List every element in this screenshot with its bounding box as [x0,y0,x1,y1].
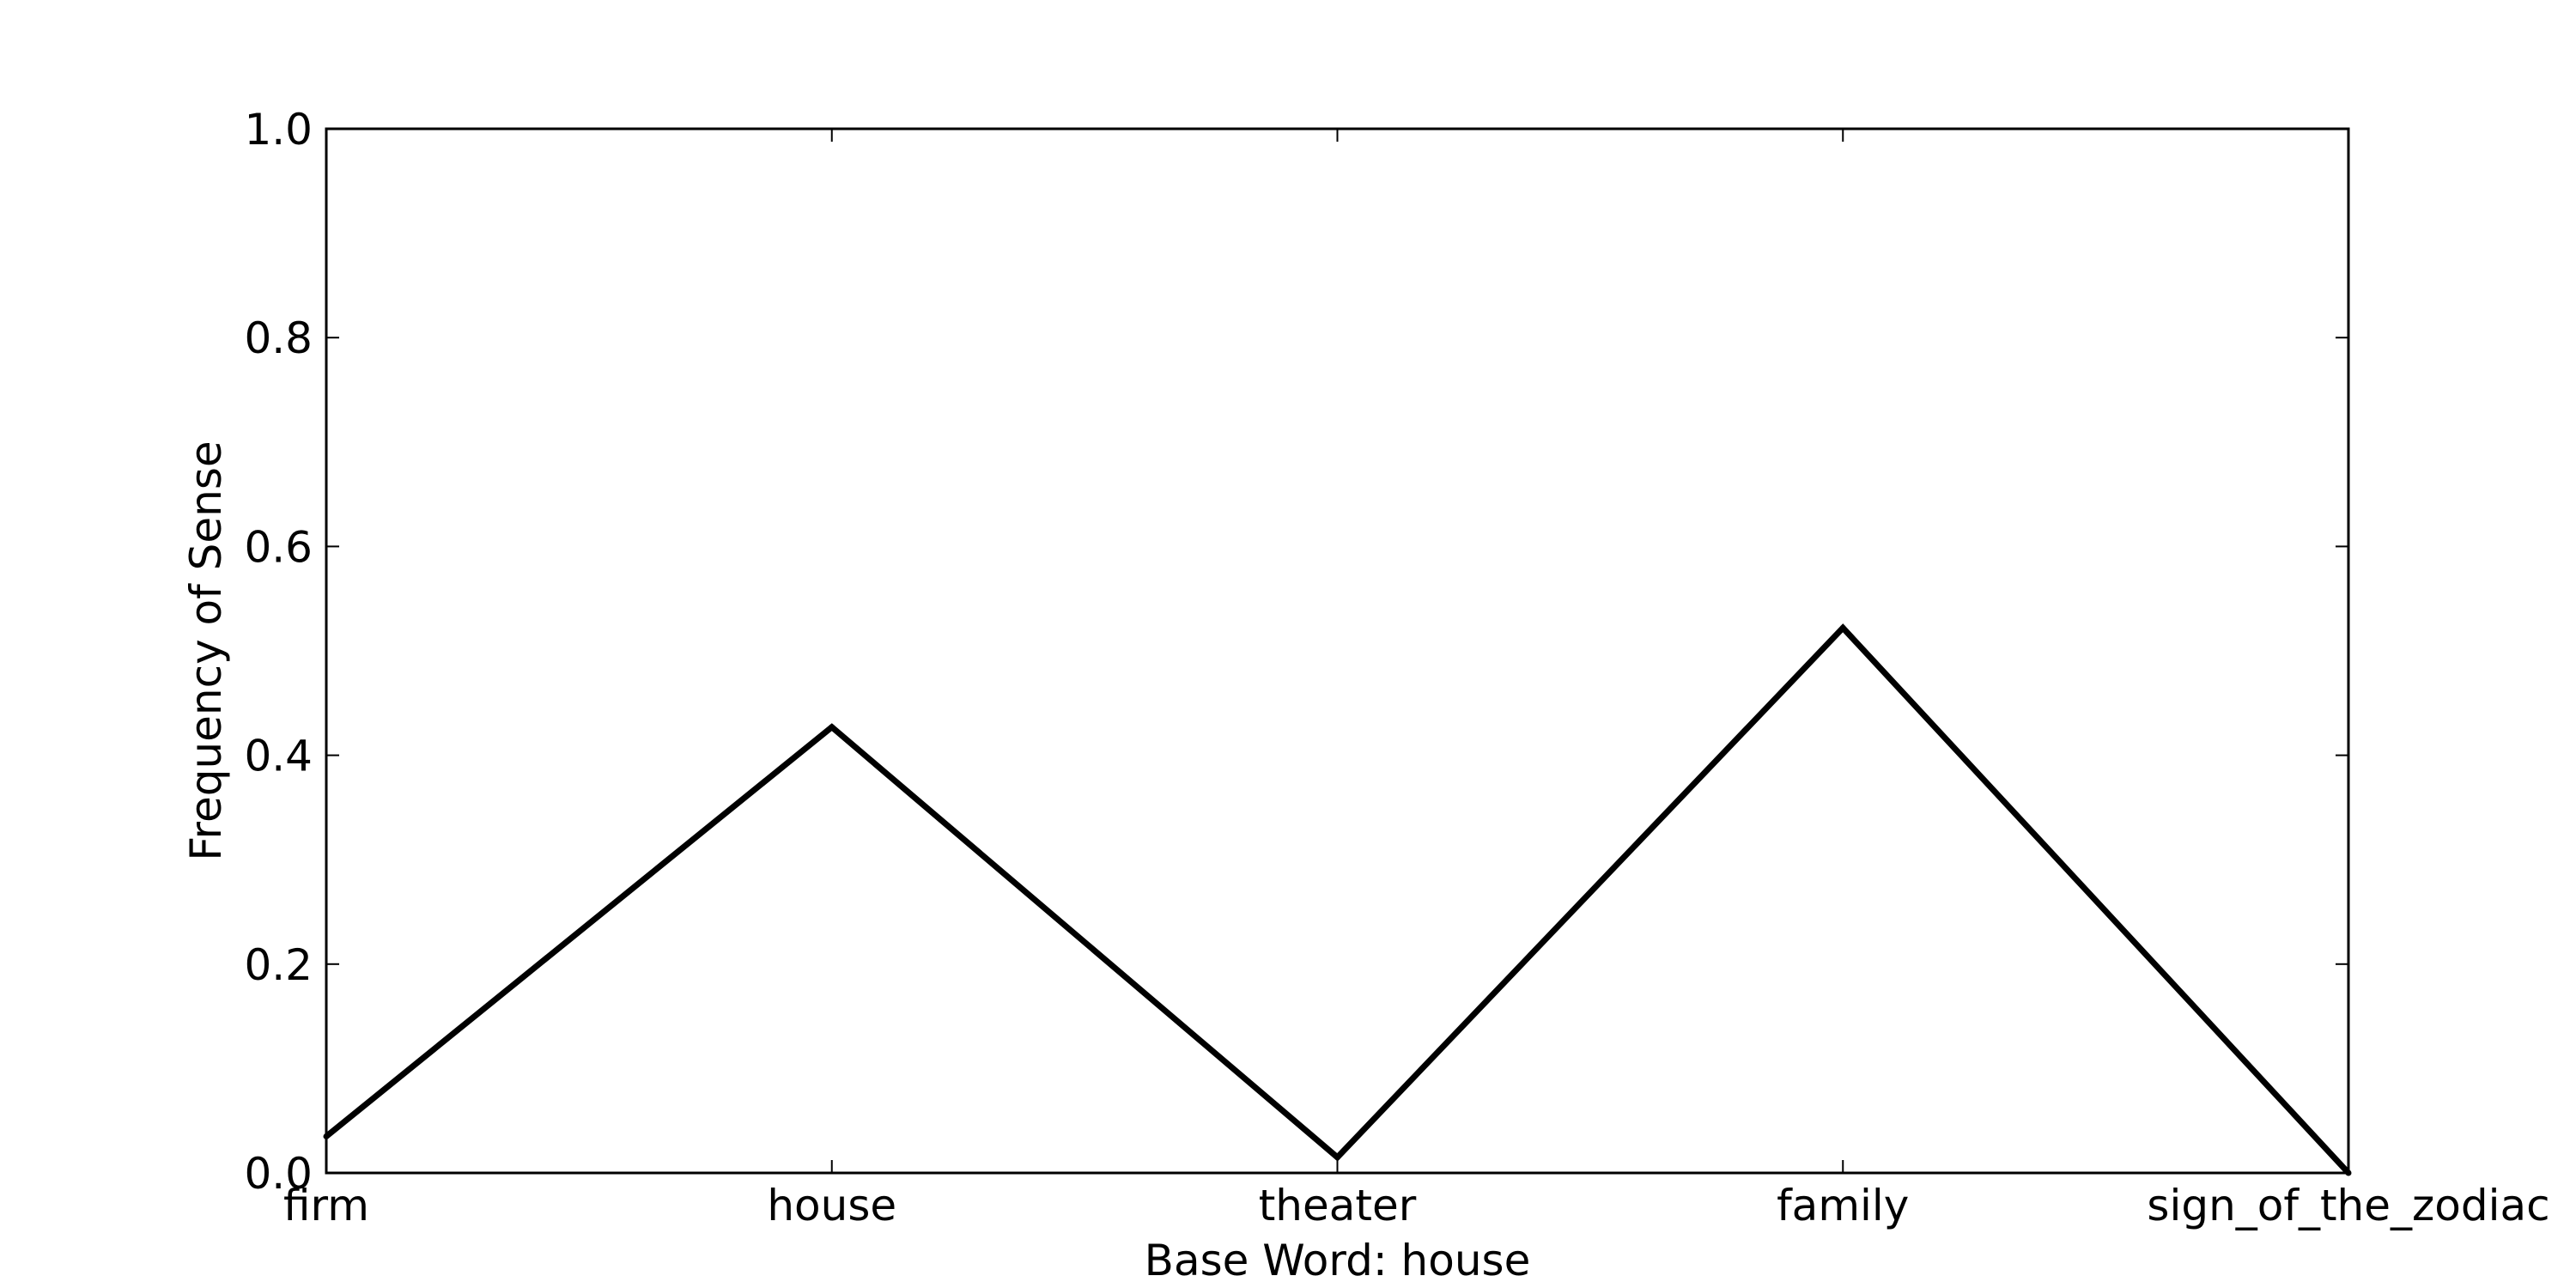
y-tick-label: 0.4 [244,732,313,781]
tick-marks [325,128,2349,1174]
y-tick-label: 0.0 [244,1149,313,1199]
series-layer [323,623,2352,1176]
y-tick-label: 0.2 [244,940,313,990]
x-tick-label: firm [283,1181,369,1230]
plot-area-frame [325,127,2350,1175]
x-tick-labels: firm house theater family sign_of_the_zodiac [283,1181,2550,1230]
data-point [1334,1154,1340,1161]
y-tick-label: 0.8 [244,313,313,363]
x-axis-label: Base Word: house [1145,1236,1531,1285]
x-tick-label: sign_of_the_zodiac [2147,1181,2549,1230]
y-axis-label: Frequency of Sense [181,440,231,860]
x-tick-label: family [1777,1181,1909,1230]
y-tick-label: 0.6 [244,522,313,572]
x-tick-label: theater [1259,1181,1417,1230]
series-line [324,623,2351,1176]
x-tick-label: house [767,1181,896,1230]
data-point [1839,624,1846,631]
data-point [829,724,835,731]
y-tick-labels: 0.0 0.2 0.4 0.6 0.8 1.0 [244,105,313,1199]
y-tick-label: 1.0 [244,105,313,155]
